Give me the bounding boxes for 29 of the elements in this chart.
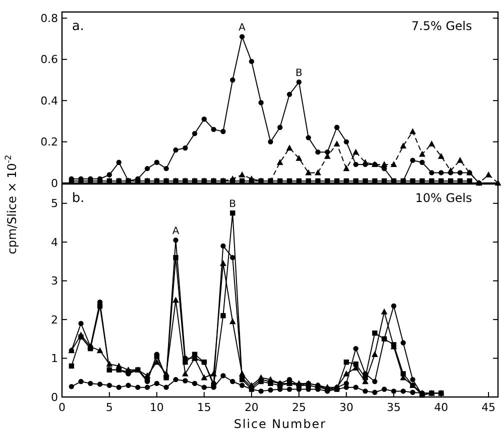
x-axis-title: Slice Number: [234, 417, 326, 431]
y-tick-label: 5: [51, 197, 58, 210]
x-tick-label: 15: [197, 401, 212, 414]
x-tick-label: 30: [339, 401, 354, 414]
x-tick-label: 5: [106, 401, 113, 414]
x-tick-label: 10: [150, 401, 164, 414]
y-tick-label: 4: [51, 236, 58, 249]
text: 7.5% Gels: [411, 19, 472, 33]
annotation: B: [229, 199, 236, 210]
x-tick-label: 25: [292, 401, 306, 414]
y-tick-label: 0: [51, 176, 58, 190]
y-tick-label: 0.6: [40, 53, 58, 66]
annotation: a.: [72, 19, 84, 34]
x-tick-label: 40: [434, 401, 448, 414]
y-tick-label: 2: [51, 313, 58, 326]
y-tick-label: 3: [51, 274, 58, 288]
x-tick-label: 45: [482, 401, 496, 414]
annotation: b.: [72, 191, 84, 206]
annotation: B: [296, 68, 303, 80]
y-tick-label: 0: [51, 390, 58, 404]
y-tick-label: 1: [51, 352, 58, 366]
y-tick-label: 0.2: [40, 136, 58, 149]
annotation: A: [238, 22, 246, 34]
x-tick-label: 35: [386, 401, 401, 414]
x-tick-label: 20: [244, 401, 259, 414]
annotation: A: [172, 226, 180, 238]
y-tick-label: 0.8: [40, 12, 58, 26]
y-tick-label: 0.4: [40, 94, 58, 108]
text: 10% Gels: [415, 191, 472, 205]
